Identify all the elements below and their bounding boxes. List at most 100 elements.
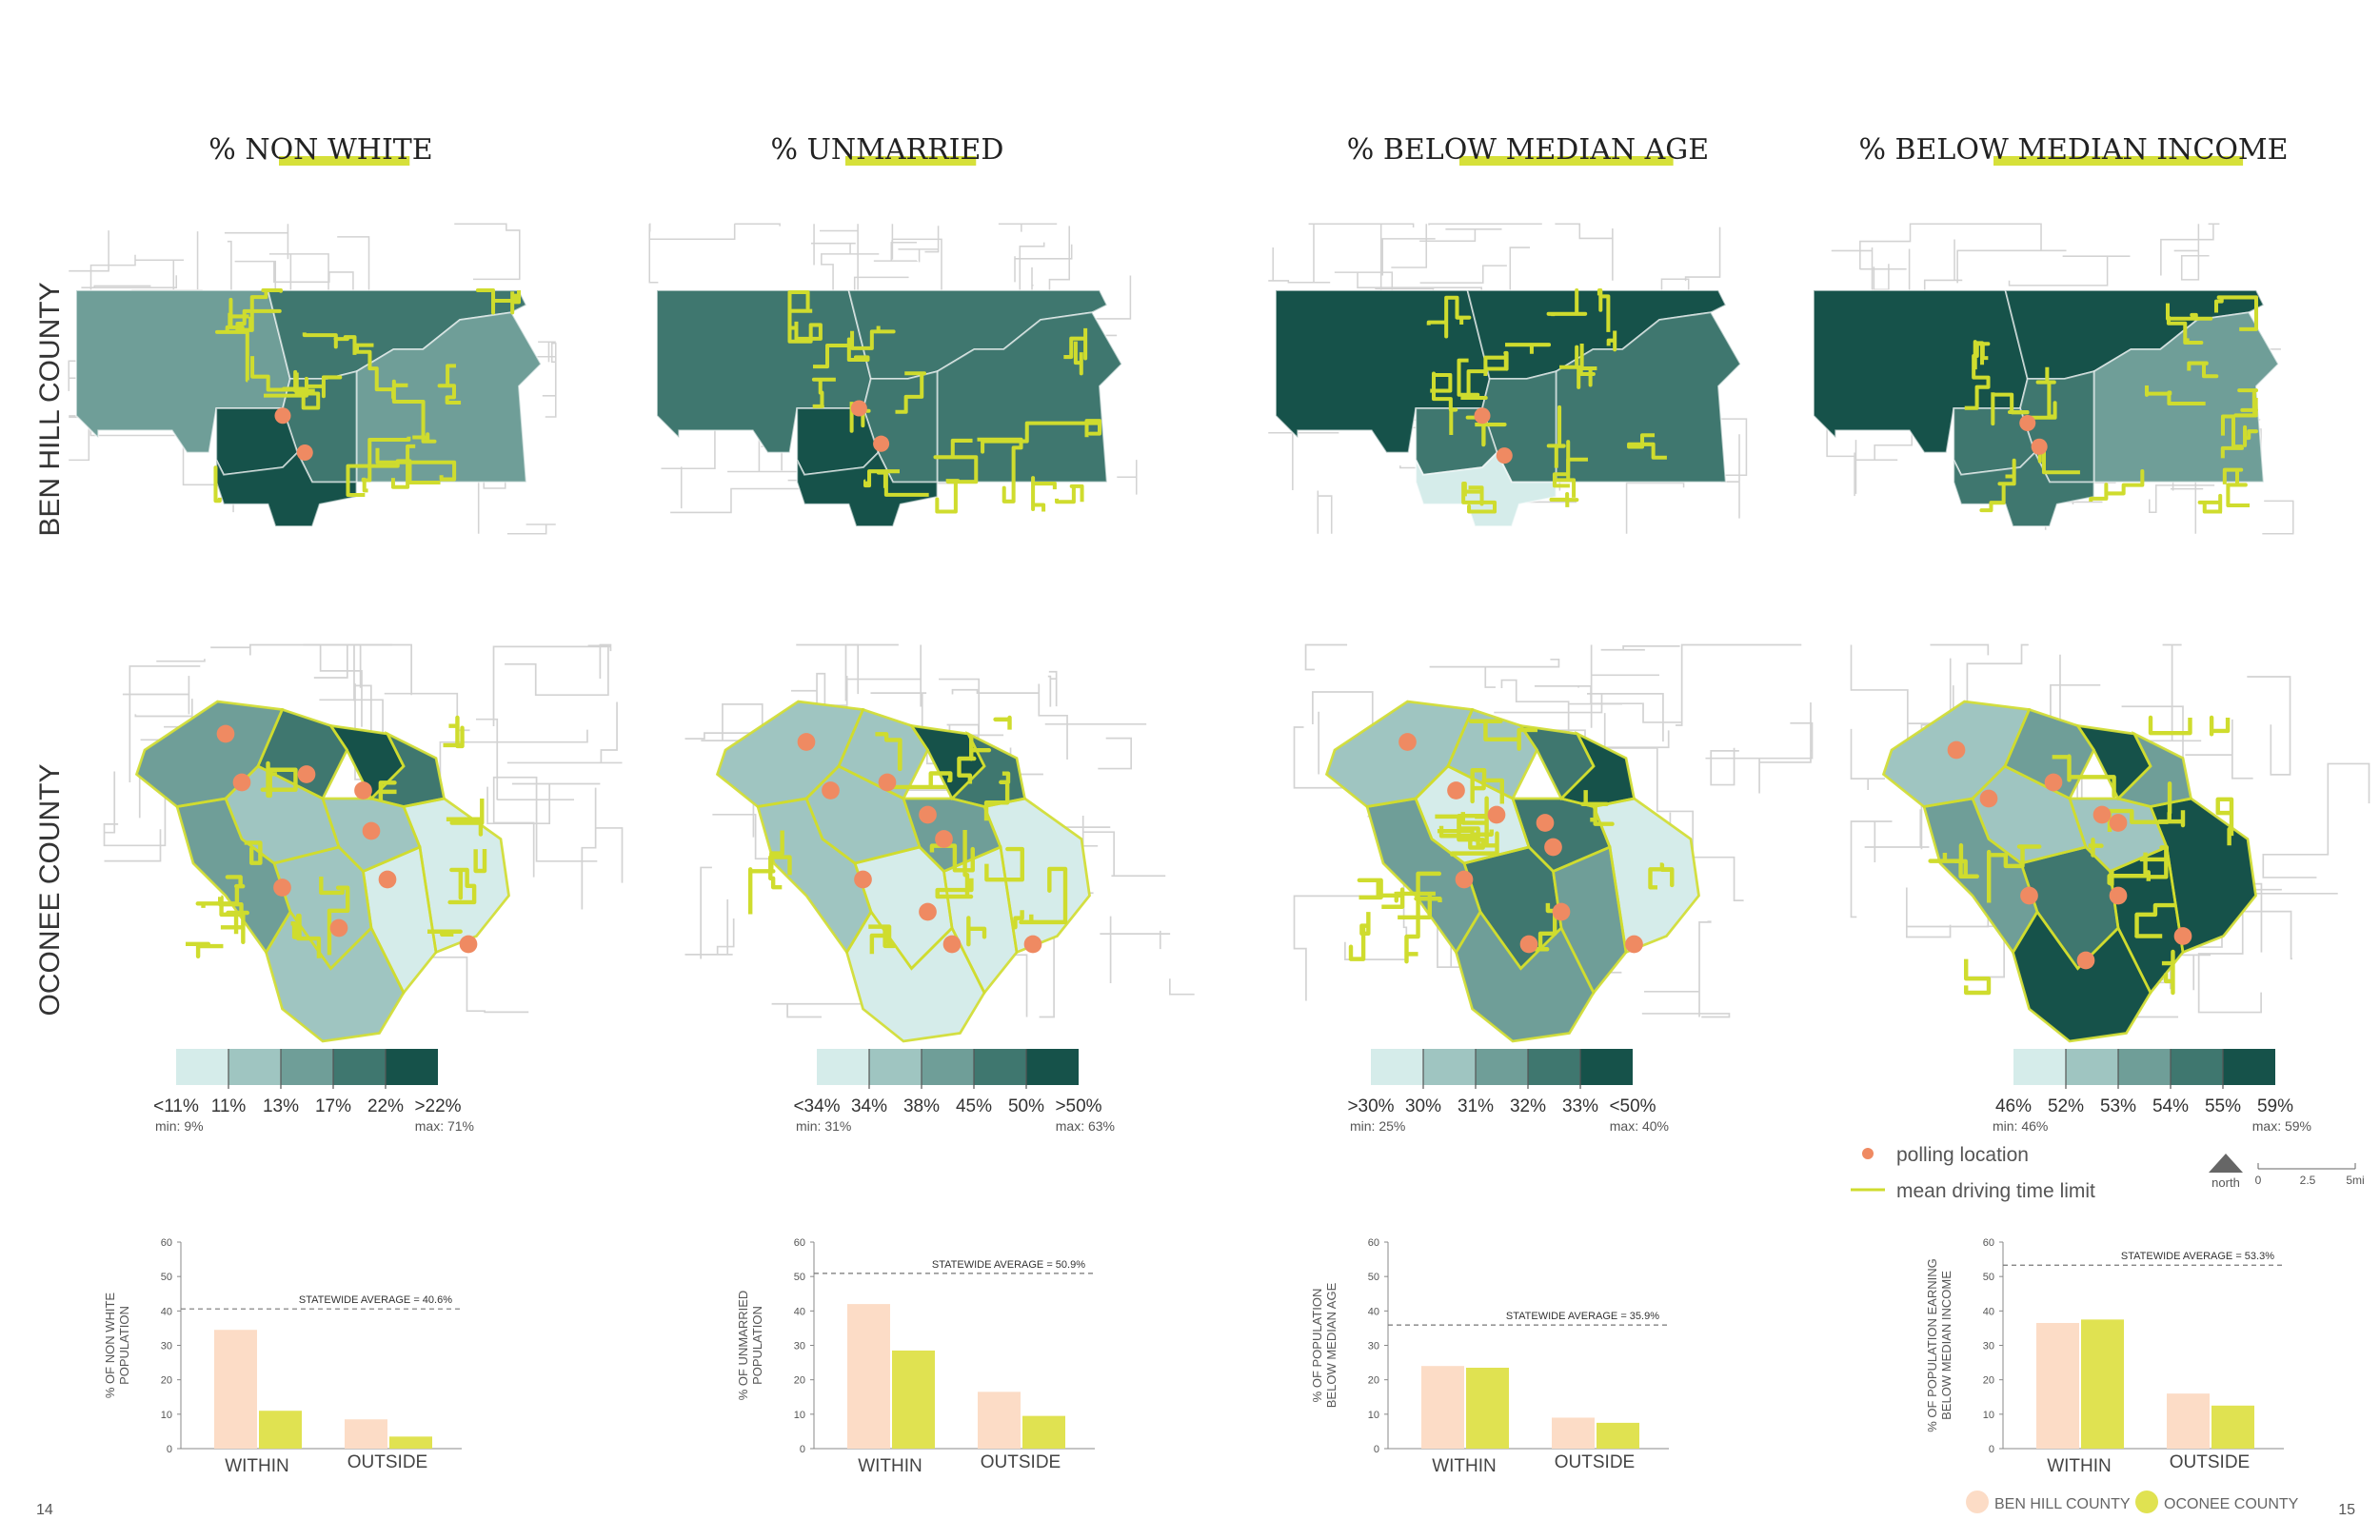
polling-location-dot — [2173, 927, 2192, 945]
bar-ben-hill-outside — [978, 1392, 1021, 1449]
polling-location-dot — [1536, 814, 1555, 832]
x-category-label: WITHIN — [225, 1456, 289, 1476]
drive-time-line — [475, 287, 518, 315]
column-title-3: % BELOW MEDIAN AGE — [1347, 133, 1709, 167]
y-tick-label: 30 — [794, 1341, 805, 1352]
polling-location-dot — [2092, 805, 2112, 824]
background-boundary — [1308, 223, 1415, 227]
drive-time-line — [1437, 813, 1504, 842]
polling-location-dot — [1552, 902, 1571, 921]
polling-location-dot — [850, 400, 867, 417]
drive-time-boundary — [2003, 707, 2096, 800]
background-boundary — [1859, 264, 1907, 290]
y-axis-label-line: POPULATION — [117, 1306, 131, 1385]
background-boundary — [648, 223, 659, 284]
legend-swatch — [2118, 1049, 2171, 1085]
background-boundary — [1676, 643, 1802, 726]
drive-time-line — [2166, 316, 2204, 346]
legend-swatch — [2013, 1049, 2066, 1085]
drive-time-line — [993, 715, 1012, 730]
drive-time-line — [1348, 912, 1371, 961]
drive-time-line — [1031, 476, 1057, 512]
background-boundary — [1905, 887, 1990, 938]
y-axis-label-line: BELOW MEDIAN INCOME — [1939, 1271, 1954, 1420]
legend-label: 59% — [2257, 1096, 2293, 1116]
polling-legend-label: polling location — [1896, 1144, 2029, 1166]
background-boundary — [210, 643, 348, 679]
drive-time-line — [2165, 303, 2213, 321]
background-boundary — [81, 275, 178, 288]
drive-time-line — [811, 377, 836, 408]
drive-time-line — [1991, 392, 2030, 426]
legend-swatch — [2223, 1049, 2275, 1085]
legend-label: 17% — [315, 1096, 351, 1116]
background-boundary — [1268, 431, 1339, 491]
y-tick-label: 0 — [167, 1444, 172, 1455]
drive-time-line — [2134, 902, 2177, 938]
background-boundary — [1720, 434, 1740, 519]
polling-location-dot — [1625, 935, 1643, 954]
background-boundary — [1644, 920, 1712, 1017]
census-region — [1953, 450, 2095, 527]
background-boundary — [2160, 223, 2220, 276]
x-category-label: OUTSIDE — [347, 1452, 427, 1472]
legend-swatch — [2171, 1049, 2223, 1085]
drive-time-line — [319, 876, 350, 956]
drive-time-line — [1627, 433, 1667, 460]
drive-time-boundary — [265, 909, 406, 1043]
background-boundary — [873, 242, 918, 262]
background-boundary — [506, 523, 556, 535]
background-boundary — [156, 659, 206, 662]
legend-swatch — [974, 1049, 1026, 1085]
background-boundary — [1854, 412, 1914, 494]
legend-label: <34% — [793, 1096, 840, 1116]
legend-swatch — [333, 1049, 386, 1085]
drive-time-line — [2213, 295, 2259, 331]
background-boundary — [1684, 227, 1721, 282]
background-boundary — [1268, 224, 1331, 284]
polling-location-dot — [297, 765, 316, 783]
y-tick-label: 10 — [161, 1410, 172, 1421]
background-boundary — [1098, 737, 1133, 770]
bar-oconee-outside — [1022, 1415, 1065, 1449]
drive-time-boundary — [837, 707, 930, 800]
background-boundary — [69, 230, 109, 272]
drive-time-line — [2209, 715, 2231, 737]
background-boundary — [1850, 644, 1909, 748]
drive-time-boundary — [2012, 909, 2152, 1043]
drive-time-line — [1435, 814, 1499, 857]
background-boundary — [939, 678, 1004, 737]
row-label-ben-hill: BEN HILL COUNTY — [34, 282, 66, 536]
drive-time-line — [390, 444, 416, 489]
ben-hill-map-4 — [1813, 223, 2294, 535]
y-axis-label: % OF POPULATIONBELOW MEDIAN AGE — [1310, 1282, 1339, 1408]
background-boundary — [104, 829, 162, 862]
background-boundary — [1304, 643, 1348, 671]
bar-oconee-within — [259, 1411, 302, 1449]
drive-time-line — [1979, 458, 2016, 513]
page-number-right: 15 — [2338, 1502, 2355, 1518]
drive-time-line — [446, 799, 485, 837]
polling-location-dot — [378, 870, 397, 889]
legend-swatch — [1476, 1049, 1528, 1085]
polling-location-dot — [942, 935, 962, 954]
drive-time-line — [2139, 845, 2170, 881]
drive-time-line — [235, 308, 282, 332]
ben-hill-map-1 — [68, 223, 557, 535]
background-boundary — [224, 224, 289, 260]
polling-location-dot — [1544, 838, 1562, 857]
drive-time-line — [2187, 361, 2219, 379]
drive-time-line — [1468, 719, 1538, 751]
statewide-average-label: STATEWIDE AVERAGE = 35.9% — [1506, 1311, 1659, 1322]
background-boundary — [1758, 702, 1813, 794]
drive-time-line — [1404, 871, 1442, 964]
bar-chart-2: 0 10 20 30 40 50 60 % OF UNMARRIEDPOPULATION STA… — [736, 1237, 1095, 1476]
background-boundary — [1641, 1013, 1731, 1018]
background-boundary — [486, 782, 601, 825]
color-legend-1: <11% 11% 13% 17% 22% >22% min: 9% max: 71% — [153, 1049, 474, 1134]
polling-location-dot — [2109, 886, 2128, 905]
drive-time-line — [1430, 371, 1458, 436]
background-boundary — [2008, 255, 2131, 286]
statewide-average-label: STATEWIDE AVERAGE = 53.3% — [2121, 1251, 2274, 1262]
background-boundary — [475, 718, 575, 801]
